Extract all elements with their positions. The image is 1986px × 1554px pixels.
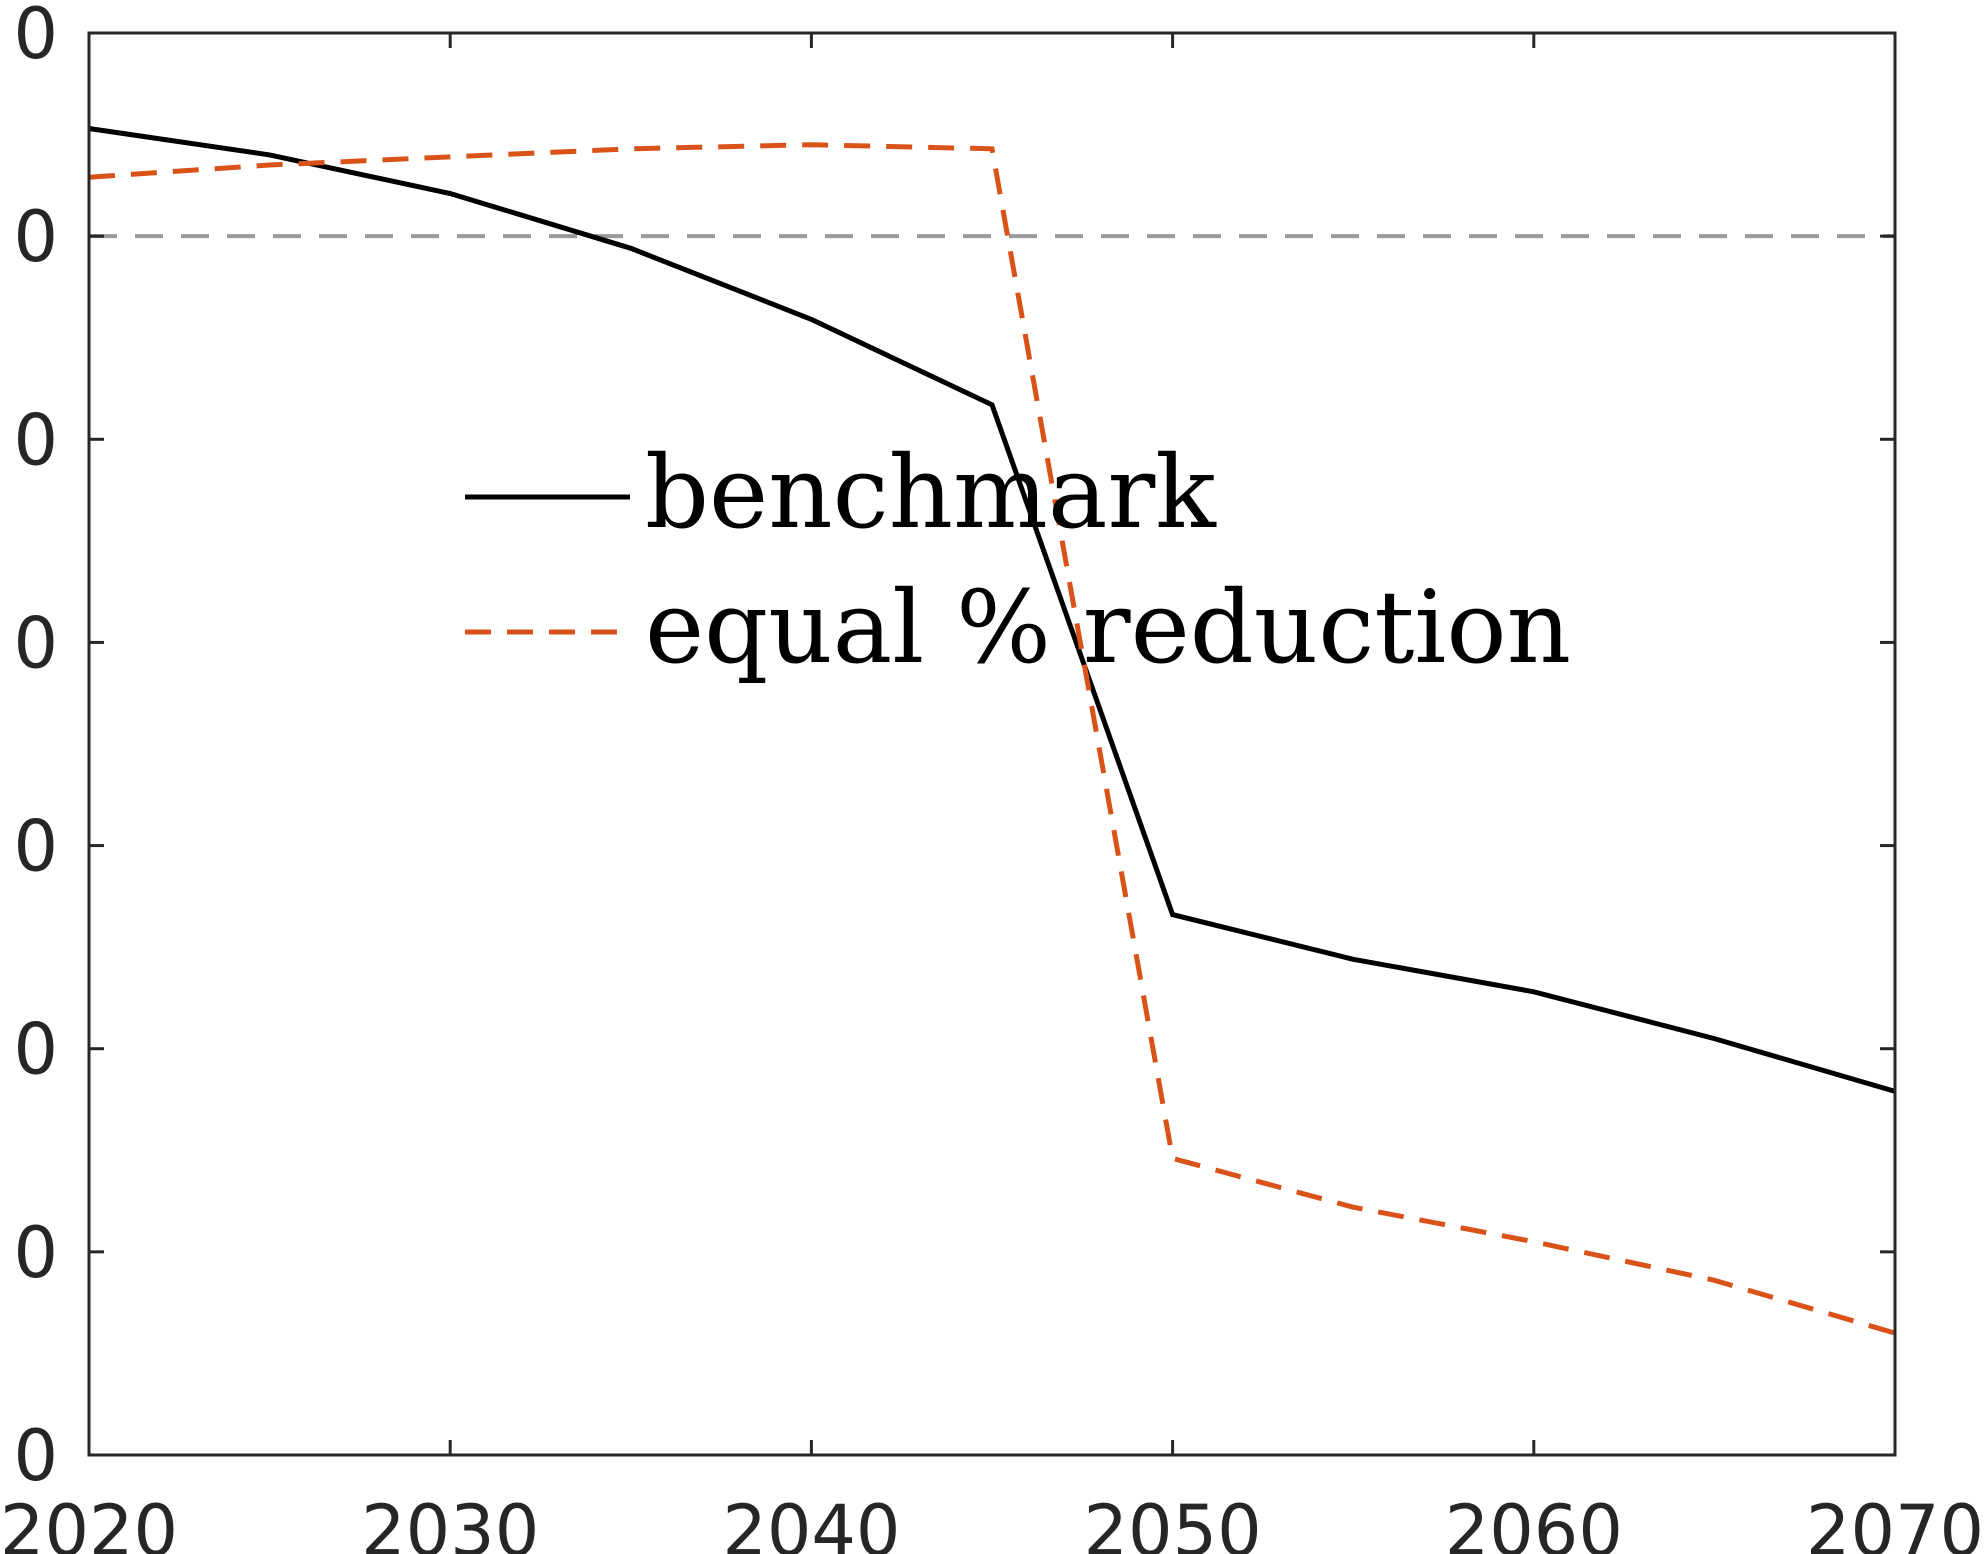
y-tick-label: 0 xyxy=(13,1009,58,1091)
y-tick-label: 0 xyxy=(13,196,58,278)
y-tick-label: 0 xyxy=(13,602,58,684)
legend-label-equal-reduction: equal % reduction xyxy=(645,569,1571,686)
y-tick-label: 0 xyxy=(13,399,58,481)
y-tick-label: 0 xyxy=(13,1415,58,1497)
legend: benchmark equal % reduction xyxy=(465,434,1571,686)
x-tick-label: 2020 xyxy=(0,1490,178,1554)
x-tick-label: 2040 xyxy=(722,1490,900,1554)
series-line-1 xyxy=(88,142,1896,1336)
y-tick-label: 0 xyxy=(13,806,58,888)
y-tick-label: 0 xyxy=(13,1212,58,1294)
x-tick-label: 2060 xyxy=(1445,1490,1623,1554)
plot-area-frame xyxy=(87,31,1897,1457)
y-tick-label: 0 xyxy=(13,0,58,75)
x-tick-label: 2070 xyxy=(1806,1490,1984,1554)
x-tick-label: 2050 xyxy=(1084,1490,1262,1554)
series-line-0 xyxy=(88,126,1896,1094)
x-tick-label: 2030 xyxy=(361,1490,539,1554)
legend-label-benchmark: benchmark xyxy=(645,434,1217,551)
series-layer xyxy=(88,126,1896,1336)
